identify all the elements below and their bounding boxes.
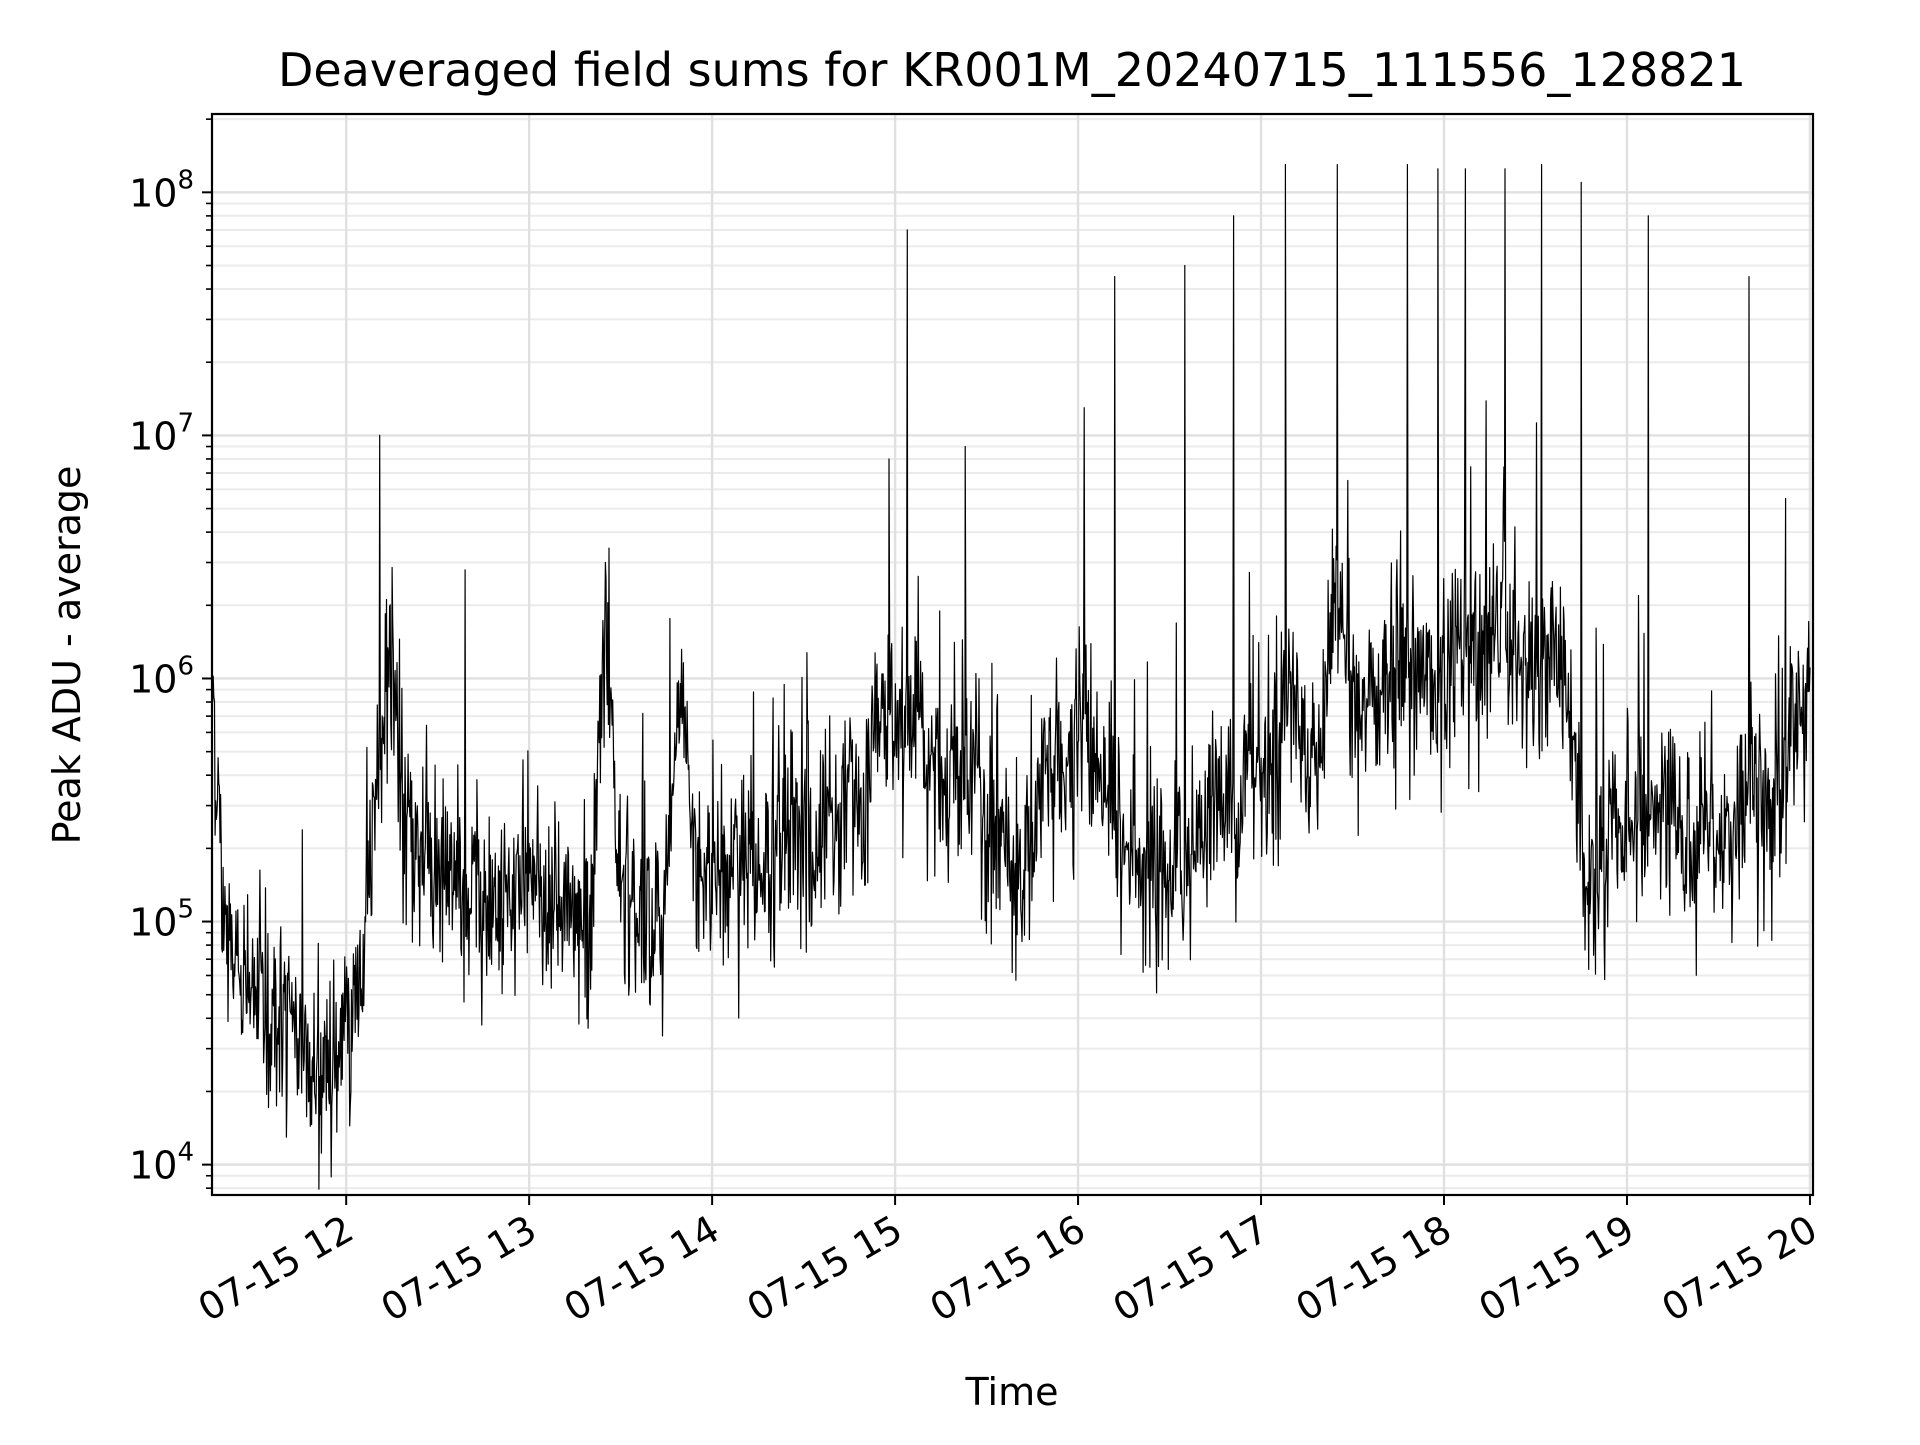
y-tick-label: 106 — [129, 651, 194, 701]
y-tick-label: 105 — [129, 895, 194, 945]
y-tick-label: 107 — [129, 408, 194, 458]
series-line — [211, 164, 1811, 1190]
y-tick-label: 108 — [129, 165, 194, 215]
series-layer — [211, 164, 1811, 1190]
y-tick-label: 104 — [129, 1138, 194, 1188]
chart-title: Deaveraged field sums for KR001M_2024071… — [278, 43, 1746, 97]
y-axis-label: Peak ADU - average — [45, 466, 89, 845]
plot-frame — [210, 112, 1815, 1197]
x-axis-label: Time — [965, 1370, 1059, 1414]
